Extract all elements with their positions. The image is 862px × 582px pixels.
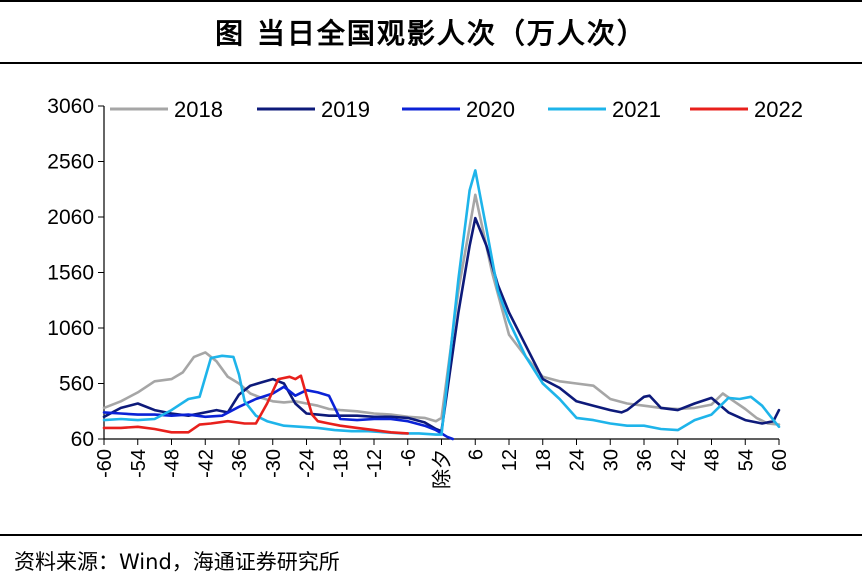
x-tick-label: -18 (330, 449, 352, 478)
x-tick-label: -42 (195, 449, 217, 478)
y-tick-label: 2060 (47, 206, 94, 229)
x-tick-label: 24 (567, 449, 589, 471)
legend-label-2022: 2022 (754, 97, 803, 122)
series-line-2018 (102, 193, 781, 426)
x-tick-label: -54 (128, 449, 150, 478)
y-tick-label: 3060 (47, 95, 94, 118)
y-tick-label: 1560 (47, 262, 94, 285)
legend-label-2020: 2020 (466, 97, 515, 122)
series-line-2021 (102, 169, 781, 436)
x-tick-label: 36 (634, 449, 656, 471)
series-line-2019 (102, 216, 781, 433)
series-line-2022 (102, 374, 410, 435)
y-tick-label: 560 (59, 373, 94, 396)
y-tick-label: 60 (71, 428, 94, 451)
legend-label-2019: 2019 (321, 97, 370, 122)
x-tick-label: -6 (398, 449, 420, 467)
source-bar: 资料来源：Wind，海通证券研究所 (0, 534, 862, 582)
series-line-2020 (102, 385, 455, 441)
x-tick-label: 12 (499, 449, 521, 471)
y-tick-label: 1060 (47, 317, 94, 340)
x-tick-label: 18 (533, 449, 555, 471)
series-lines (102, 169, 781, 441)
x-tick-label: -24 (297, 449, 319, 478)
x-tick-label: -36 (229, 449, 251, 478)
x-tick-label: -12 (364, 449, 386, 478)
source-note: 资料来源：Wind，海通证券研究所 (14, 550, 340, 574)
legend-label-2021: 2021 (612, 97, 661, 122)
x-tick-label: -48 (162, 449, 184, 478)
chart-title: 图 当日全国观影人次（万人次） (215, 17, 647, 50)
y-tick-label: 2560 (47, 151, 94, 174)
x-tick-label: 60 (769, 449, 791, 471)
x-tick-label: 48 (702, 449, 724, 471)
title-bar: 图 当日全国观影人次（万人次） (0, 0, 862, 64)
x-tick-label: -30 (263, 449, 285, 478)
x-tick-label: 除夕 (431, 449, 454, 489)
x-tick-label: 42 (668, 449, 690, 471)
x-tick-label: 54 (735, 449, 757, 471)
chart-area: 3060 2560 2060 1560 1060 560 60 -60 -54 -48 -42 -36… (0, 64, 862, 534)
x-tick-label: -60 (94, 449, 116, 478)
x-tick-label: 6 (465, 449, 487, 460)
legend: 2018 2019 2020 2021 2022 (110, 97, 803, 122)
x-tick-label: 30 (600, 449, 622, 471)
legend-label-2018: 2018 (174, 97, 223, 122)
